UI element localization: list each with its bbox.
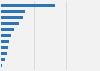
Bar <box>1 58 5 61</box>
Bar <box>1 46 8 49</box>
Bar <box>1 52 7 55</box>
Bar <box>1 10 25 13</box>
Bar <box>1 22 19 25</box>
Bar <box>1 40 10 43</box>
Bar <box>1 64 2 67</box>
Bar <box>1 16 23 19</box>
Bar <box>1 4 55 7</box>
Bar <box>1 28 14 31</box>
Bar <box>1 34 11 37</box>
